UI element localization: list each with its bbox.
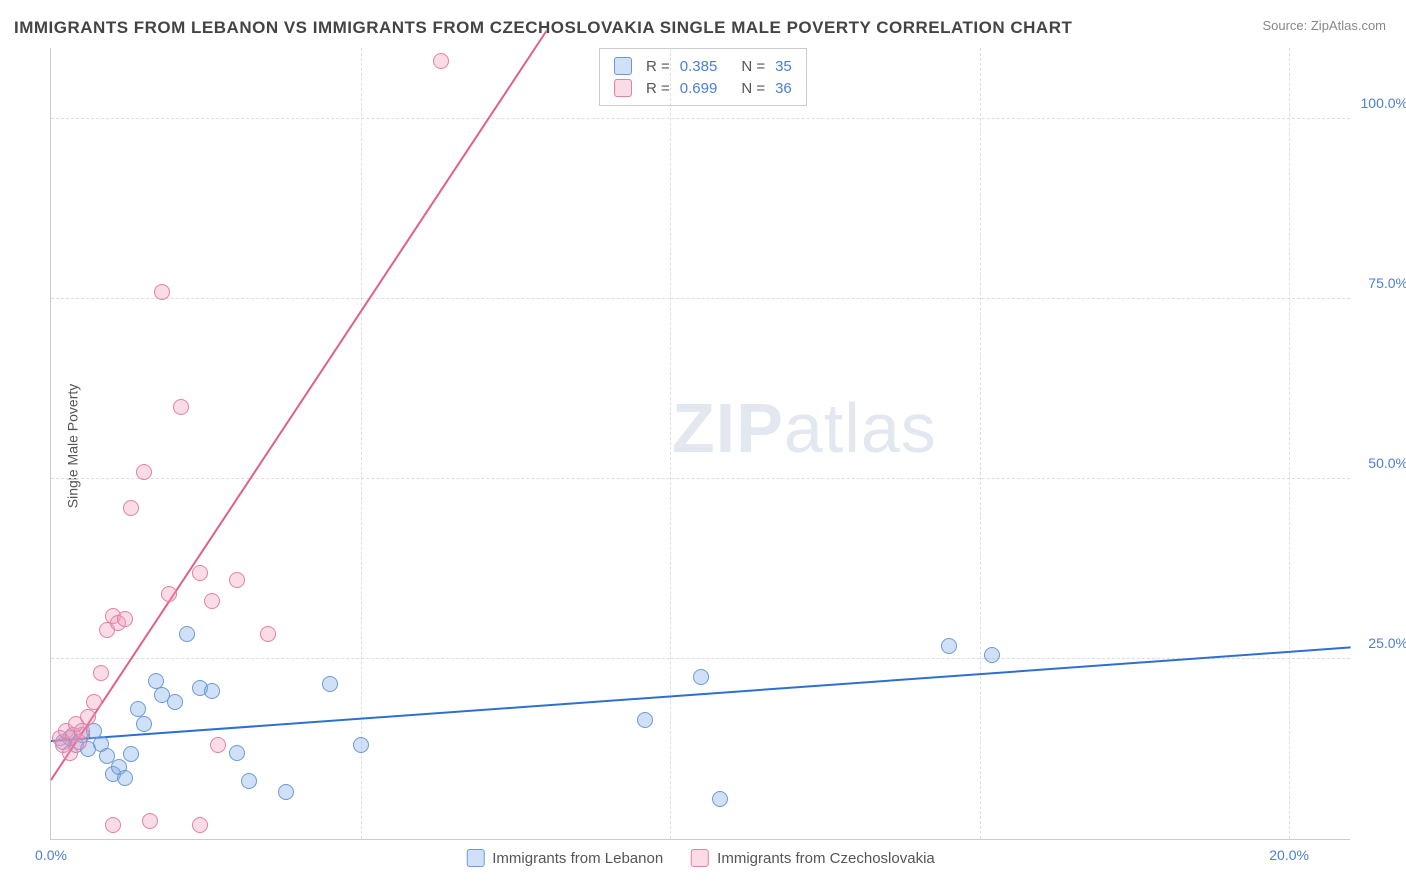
data-point (179, 626, 195, 642)
data-point (161, 586, 177, 602)
legend-r-value: 0.385 (680, 58, 718, 75)
trend-line (51, 646, 1351, 742)
data-point (712, 791, 728, 807)
data-point (136, 464, 152, 480)
data-point (117, 770, 133, 786)
data-point (123, 746, 139, 762)
data-point (86, 694, 102, 710)
legend-n-value: 35 (775, 58, 792, 75)
watermark: ZIPatlas (672, 388, 937, 468)
data-point (210, 737, 226, 753)
legend-swatch (691, 849, 709, 867)
data-point (105, 817, 121, 833)
legend-series-label: Immigrants from Lebanon (492, 850, 663, 867)
data-point (693, 669, 709, 685)
data-point (167, 694, 183, 710)
watermark-light: atlas (784, 389, 937, 467)
data-point (241, 773, 257, 789)
gridline-h (51, 658, 1350, 659)
data-point (353, 737, 369, 753)
legend-swatch (614, 79, 632, 97)
legend-n-label: N = (741, 80, 765, 97)
data-point (123, 500, 139, 516)
data-point (142, 813, 158, 829)
trend-line (50, 31, 547, 781)
data-point (93, 665, 109, 681)
data-point (984, 647, 1000, 663)
gridline-v (361, 48, 362, 839)
legend-stat-row: R = 0.385 N = 35 (614, 55, 792, 77)
x-tick-label: 0.0% (35, 847, 67, 863)
gridline-h (51, 298, 1350, 299)
gridline-v (1289, 48, 1290, 839)
data-point (204, 683, 220, 699)
y-tick-label: 25.0% (1368, 635, 1406, 651)
legend-series: Immigrants from Lebanon Immigrants from C… (466, 849, 935, 867)
data-point (136, 716, 152, 732)
legend-n-label: N = (741, 58, 765, 75)
source-label: Source: ZipAtlas.com (1262, 18, 1386, 33)
y-tick-label: 100.0% (1361, 95, 1406, 111)
watermark-bold: ZIP (672, 389, 784, 467)
legend-stats: R = 0.385 N = 35 R = 0.699 N = 36 (599, 48, 807, 106)
data-point (278, 784, 294, 800)
data-point (433, 53, 449, 69)
data-point (229, 572, 245, 588)
legend-stat-row: R = 0.699 N = 36 (614, 77, 792, 99)
legend-series-item: Immigrants from Lebanon (466, 849, 663, 867)
legend-swatch (614, 57, 632, 75)
data-point (80, 709, 96, 725)
y-tick-label: 50.0% (1368, 455, 1406, 471)
legend-swatch (466, 849, 484, 867)
data-point (322, 676, 338, 692)
gridline-v (670, 48, 671, 839)
data-point (192, 817, 208, 833)
data-point (192, 565, 208, 581)
legend-series-item: Immigrants from Czechoslovakia (691, 849, 935, 867)
plot-area: ZIPatlas R =0.385N =35R =0.699N =36 Immi… (50, 48, 1350, 840)
data-point (74, 723, 90, 739)
data-point (260, 626, 276, 642)
data-point (637, 712, 653, 728)
gridline-v (980, 48, 981, 839)
data-point (117, 611, 133, 627)
legend-series-label: Immigrants from Czechoslovakia (717, 850, 935, 867)
legend-n-value: 36 (775, 80, 792, 97)
data-point (204, 593, 220, 609)
data-point (941, 638, 957, 654)
legend-r-label: R = (646, 80, 670, 97)
gridline-h (51, 478, 1350, 479)
legend-r-label: R = (646, 58, 670, 75)
legend-r-value: 0.699 (680, 80, 718, 97)
x-tick-label: 20.0% (1269, 847, 1309, 863)
data-point (229, 745, 245, 761)
data-point (173, 399, 189, 415)
data-point (154, 284, 170, 300)
gridline-h (51, 118, 1350, 119)
y-tick-label: 75.0% (1368, 275, 1406, 291)
